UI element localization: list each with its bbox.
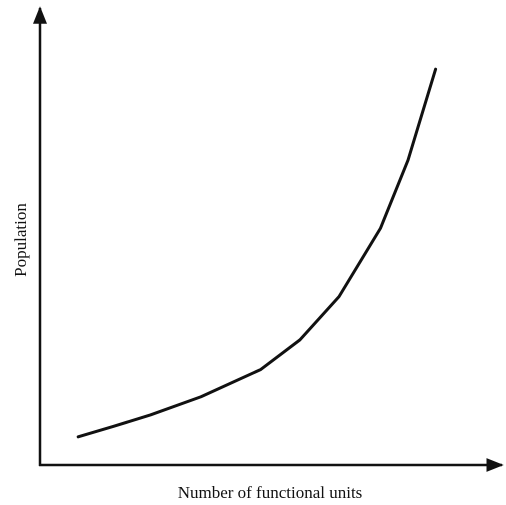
x-axis-label: Number of functional units (178, 483, 363, 502)
curve (76, 67, 438, 439)
y-axis-label: Population (11, 203, 30, 277)
